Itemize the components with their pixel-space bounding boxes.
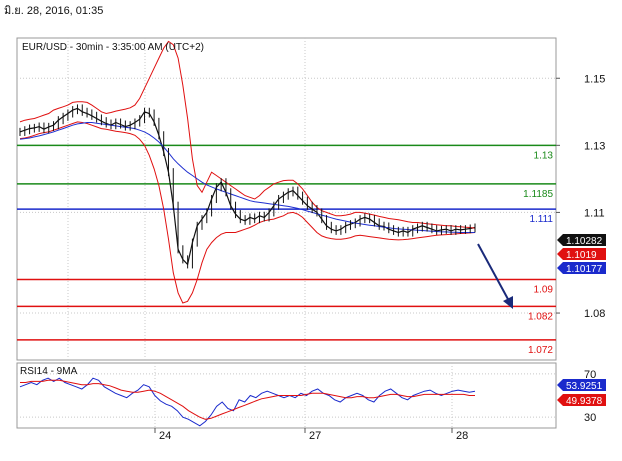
- rsi-y-tick-label-30: 30: [584, 412, 596, 424]
- rsi-tag-0: [557, 379, 606, 391]
- rsi-ma-line: [20, 379, 475, 420]
- level-label-1.072: 1.072: [528, 345, 553, 356]
- bollinger-upper-line: [19, 40, 476, 229]
- level-label-1.09: 1.09: [534, 285, 554, 296]
- x-tick-label-27: 27: [309, 430, 321, 442]
- support-resistance-levels: 1.13 1.1185 1.111 1.09 1.082 1.072: [17, 144, 556, 356]
- rsi-grid: [17, 363, 556, 428]
- x-axis: 24 27 28: [154, 428, 468, 442]
- rsi-y-tick-label-70: 70: [584, 369, 596, 381]
- price-line: [19, 107, 476, 266]
- x-tick-label-24: 24: [159, 430, 171, 442]
- moving-average-line: [19, 122, 475, 233]
- price-tag-0: [557, 234, 606, 246]
- x-tick-label-28: 28: [456, 430, 468, 442]
- price-tag-label-2: 1.10177: [566, 264, 603, 275]
- price-tag-label-1: 1.1019: [566, 250, 597, 261]
- rsi-panel-title: RSI14 - 9MA: [20, 366, 78, 377]
- price-tag-1: [557, 248, 606, 260]
- level-label-1.082: 1.082: [528, 311, 553, 322]
- rsi-y-axis: 70 30: [584, 369, 596, 424]
- price-y-tick-label-1.11: 1.11: [584, 207, 605, 219]
- header-datetime: มิ.ย. 28, 2016, 01:35: [4, 5, 103, 17]
- price-series-group: [19, 40, 476, 304]
- price-tag-label-0: 1.10282: [566, 236, 603, 247]
- rsi-tag-1: [557, 394, 606, 406]
- rsi-tag-label-0: 53.9251: [566, 381, 603, 392]
- forecast-arrow-line: [477, 243, 510, 302]
- rsi-series-group: [19, 377, 476, 427]
- rsi-tags: 53.9251 49.9378: [557, 379, 606, 407]
- rsi-line: [19, 377, 476, 427]
- bollinger-lower-line: [19, 121, 476, 304]
- level-label-1.111: 1.111: [529, 214, 553, 225]
- forecast-arrow: [477, 243, 513, 309]
- price-y-tick-label-1.15: 1.15: [584, 73, 605, 85]
- rsi-tag-label-1: 49.9378: [566, 396, 603, 407]
- price-panel: [16, 37, 557, 361]
- price-panel-title: EUR/USD - 30min - 3:35:00 AM (UTC+2): [22, 42, 204, 53]
- price-y-tick-label-1.08: 1.08: [584, 308, 605, 320]
- price-y-tick-label-1.13: 1.13: [584, 140, 605, 152]
- level-label-1.1185: 1.1185: [523, 189, 553, 200]
- price-y-axis: 1.15 1.13 1.11 1.08: [556, 73, 605, 320]
- price-tags: 1.10282 1.1019 1.10177: [557, 234, 606, 275]
- level-label-1.13: 1.13: [534, 150, 554, 161]
- price-tag-2: [557, 262, 606, 274]
- forecast-arrowhead: [503, 296, 513, 309]
